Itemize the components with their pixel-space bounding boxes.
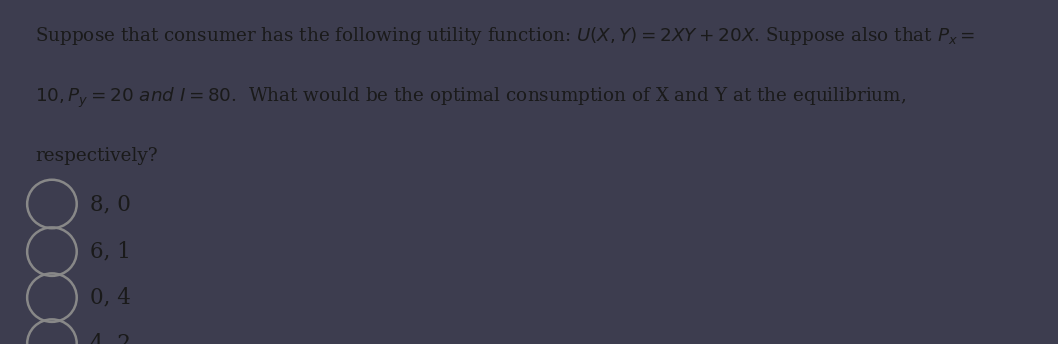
- Text: Suppose that consumer has the following utility function: $U(X,Y) = 2XY + 20X$. : Suppose that consumer has the following …: [35, 25, 975, 47]
- Text: 0, 4: 0, 4: [90, 287, 131, 309]
- Text: respectively?: respectively?: [35, 147, 158, 164]
- Text: 6, 1: 6, 1: [90, 240, 131, 262]
- Text: 4, 2: 4, 2: [90, 333, 131, 344]
- Text: 8, 0: 8, 0: [90, 193, 131, 215]
- Text: $10, P_y = 20$ $\mathit{and}$ $I = 80$.  What would be the optimal consumption o: $10, P_y = 20$ $\mathit{and}$ $I = 80$. …: [35, 86, 907, 110]
